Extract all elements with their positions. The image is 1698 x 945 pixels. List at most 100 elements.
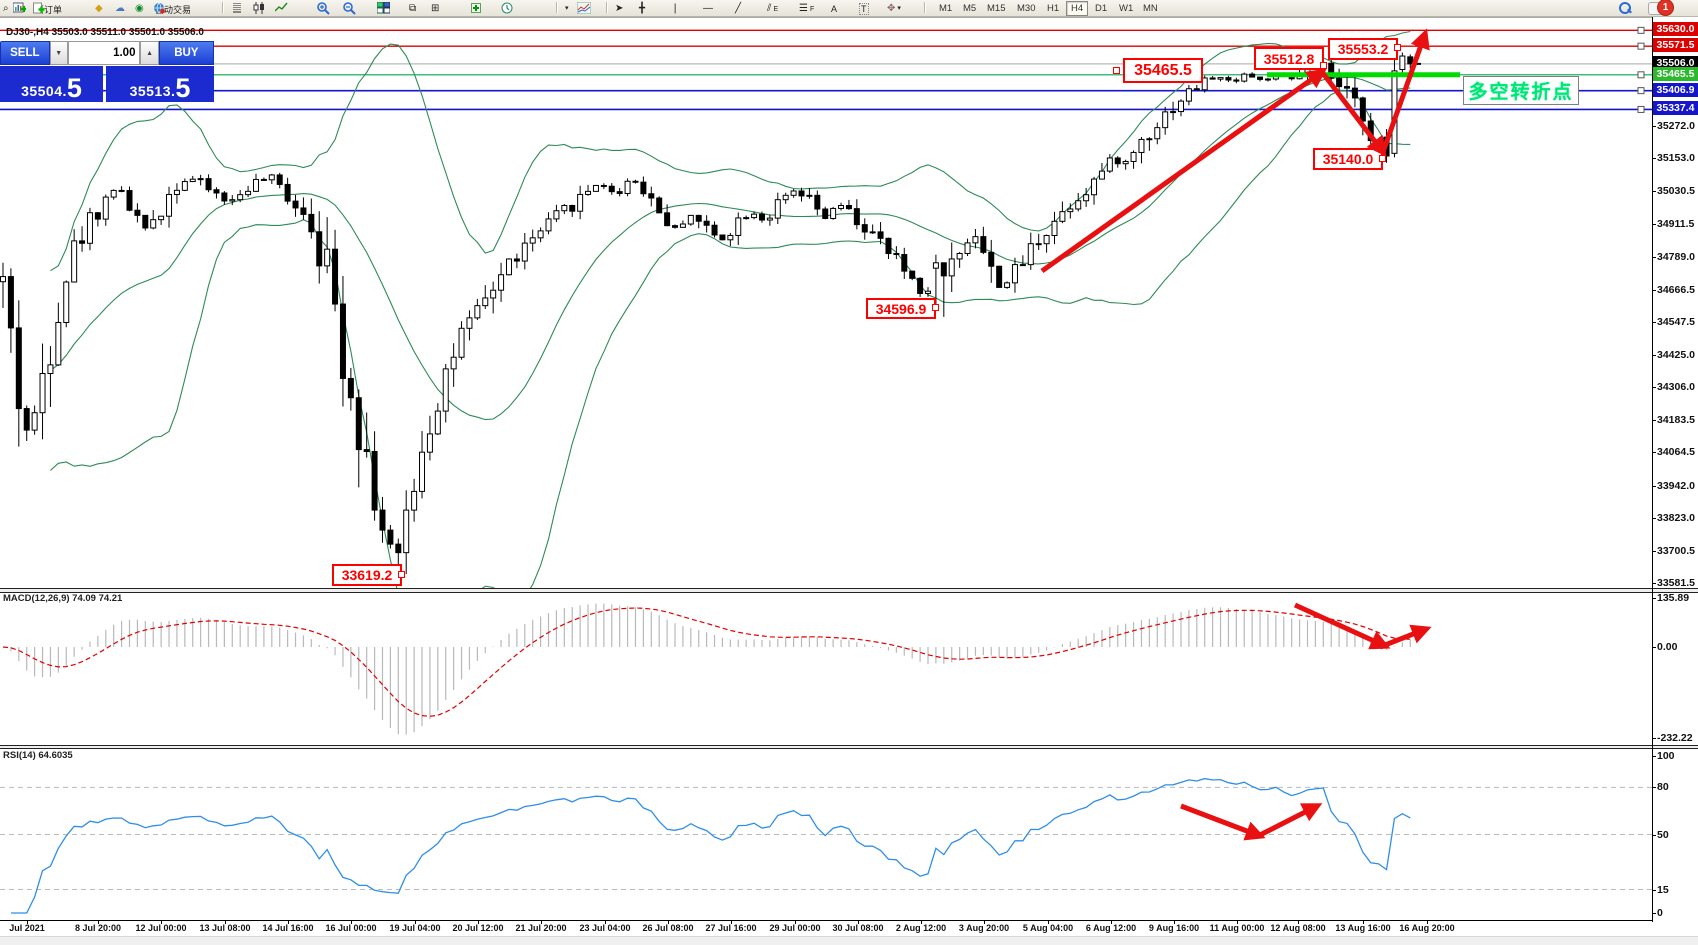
signal-icon[interactable]: ◉ — [135, 3, 144, 14]
crosshair-tool-icon[interactable]: ╋ — [639, 3, 646, 14]
date-label: 11 Aug 00:00 — [1209, 923, 1265, 933]
date-tick-mark — [1363, 920, 1364, 924]
price-tick-label: 34183.5 — [1657, 414, 1695, 427]
timeframe-m1[interactable]: M1 — [939, 3, 953, 14]
date-tick-mark — [415, 920, 416, 924]
date-label: 19 Jul 04:00 — [389, 923, 441, 933]
vertical-line-tool-icon[interactable]: ❘ — [671, 3, 680, 14]
price-callout-label[interactable]: 35465.5 — [1123, 58, 1203, 83]
sell-button[interactable]: SELL — [0, 41, 50, 65]
price-tick-label: 34666.5 — [1657, 283, 1695, 296]
rsi-panel[interactable] — [0, 747, 1652, 920]
status-strip — [0, 936, 1698, 945]
timeframe-w1[interactable]: W1 — [1119, 3, 1134, 14]
timeframe-m30[interactable]: M30 — [1017, 3, 1036, 14]
template-dropdown-icon[interactable]: ▾ — [565, 5, 569, 12]
profiles-icon[interactable]: ▾ — [576, 1, 591, 17]
date-tick-mark — [478, 920, 479, 924]
bar-chart-type-icon[interactable]: 𝄛 — [233, 3, 241, 14]
cascade-windows-icon[interactable]: ⧉ — [409, 3, 417, 14]
price-callout-label[interactable]: 35512.8 — [1254, 47, 1324, 70]
price-callout-label[interactable]: 35140.0 — [1313, 148, 1383, 170]
date-label: 23 Jul 04:00 — [579, 923, 631, 933]
macd-tick-label: 135.89 — [1657, 592, 1690, 604]
rsi-canvas[interactable] — [0, 747, 1652, 920]
timeframe-h4[interactable]: H4 — [1066, 1, 1089, 16]
main-chart-canvas[interactable] — [0, 18, 1652, 589]
trendline-tool-icon[interactable]: ╱ — [735, 3, 742, 14]
buy-price[interactable]: 35513. 5 — [106, 66, 214, 102]
cut-icon[interactable]: ⌕ — [3, 3, 9, 14]
timeframe-h1[interactable]: H1 — [1047, 3, 1060, 14]
horizontal-line-tool-icon[interactable]: — — [703, 3, 713, 14]
fibonacci-tool-icon[interactable]: ☰ F — [799, 3, 815, 14]
candle-chart-type-icon[interactable] — [252, 1, 264, 17]
annotation-note[interactable]: 多空转折点 — [1463, 76, 1579, 105]
zoom-out-icon[interactable] — [342, 1, 356, 17]
add-indicator-button[interactable]: ▾ — [470, 1, 481, 17]
date-tick-mark — [161, 920, 162, 924]
arrange-windows-icon[interactable]: ⊞ — [431, 3, 440, 14]
price-tick-mark — [1652, 517, 1656, 519]
date-tick-mark — [1174, 920, 1175, 924]
buy-price-pips: 5 — [175, 73, 191, 103]
macd-panel[interactable] — [0, 591, 1652, 745]
cursor-tool-icon[interactable]: ➤ — [615, 3, 624, 14]
timeframe-mn[interactable]: MN — [1143, 3, 1158, 14]
date-label: 9 Aug 16:00 — [1148, 923, 1200, 933]
search-icon[interactable] — [1618, 1, 1632, 15]
notifications-icon[interactable]: 1 — [1648, 0, 1694, 16]
text-label-tool-icon[interactable]: T — [856, 1, 872, 17]
channel-tool-icon[interactable]: ⫽ E — [767, 3, 779, 14]
line-chart-type-icon[interactable] — [274, 1, 288, 17]
sell-price[interactable]: 35504. 5 — [0, 66, 103, 102]
green-plus-icon — [471, 3, 481, 13]
new-order-label: 新订单 — [35, 4, 63, 15]
price-tick-label: 34789.0 — [1657, 250, 1695, 263]
clock-icon — [501, 2, 513, 14]
news-icon[interactable]: ☁ — [115, 3, 125, 14]
chart-ohlc-title: DJ30-,H4 35503.0 35511.0 35501.0 35506.0 — [6, 27, 204, 38]
date-label: 21 Jul 20:00 — [515, 923, 567, 933]
rsi-tick-mark — [1652, 835, 1656, 836]
market-watch-icon[interactable]: ◆ — [95, 3, 103, 14]
main-chart-panel[interactable] — [0, 17, 1652, 589]
date-tick-mark — [1048, 920, 1049, 924]
toolbar: ⌕ 新订单 ◆ ☁ ◉ 自动交易 𝄛 ⧉ ⊞ ▾ ▾ ▾ ➤ ╋ — [0, 0, 1698, 17]
volume-down-button[interactable]: ▼ — [49, 41, 68, 65]
price-callout-label[interactable]: 34596.9 — [866, 298, 936, 319]
macd-tick-mark — [1652, 598, 1656, 599]
price-tick-label: 35030.5 — [1657, 185, 1695, 198]
date-label: Jul 2021 — [9, 923, 45, 933]
date-label: 5 Aug 04:00 — [1022, 923, 1074, 933]
panel-separator-2[interactable] — [0, 745, 1698, 749]
new-chart-icon[interactable] — [12, 1, 26, 17]
date-label: 16 Jul 00:00 — [325, 923, 377, 933]
volume-up-button[interactable]: ▲ — [140, 41, 159, 65]
price-tick-label: 34547.5 — [1657, 315, 1695, 328]
one-click-trade-widget: SELL ▼ 1.00 ▲ BUY 35504. 5 35513. 5 — [0, 41, 214, 102]
timeframe-d1[interactable]: D1 — [1095, 3, 1108, 14]
price-tick-mark — [1652, 550, 1656, 552]
new-order-button[interactable]: 新订单 — [32, 1, 65, 17]
timeframe-m15[interactable]: M15 — [987, 3, 1006, 14]
buy-button[interactable]: BUY — [158, 41, 214, 65]
timeframe-m5[interactable]: M5 — [963, 3, 977, 14]
text-tool-label: A — [831, 4, 838, 14]
date-label: 12 Jul 00:00 — [135, 923, 187, 933]
price-callout-label[interactable]: 33619.2 — [332, 564, 402, 586]
macd-canvas[interactable] — [0, 591, 1652, 745]
text-tool-icon[interactable]: A — [828, 1, 840, 17]
price-callout-label[interactable]: 35553.2 — [1328, 38, 1398, 60]
panel-separator[interactable] — [0, 588, 1698, 593]
tile-windows-icon[interactable] — [376, 1, 390, 17]
textlabel-tool-label: T — [859, 3, 869, 15]
arrows-tool-icon[interactable]: ✥ ▾ — [887, 3, 901, 14]
autotrading-button[interactable]: 自动交易 — [152, 1, 194, 17]
price-badge: 35406.9 — [1653, 82, 1698, 97]
volume-input[interactable]: 1.00 — [67, 41, 141, 65]
period-clock-icon[interactable] — [500, 1, 513, 17]
date-tick-mark — [1111, 920, 1112, 924]
time-axis[interactable]: Jul 2021 8 Jul 20:00 12 Jul 00:00 13 Jul 08… — [0, 920, 1698, 936]
zoom-in-icon[interactable] — [316, 1, 330, 17]
